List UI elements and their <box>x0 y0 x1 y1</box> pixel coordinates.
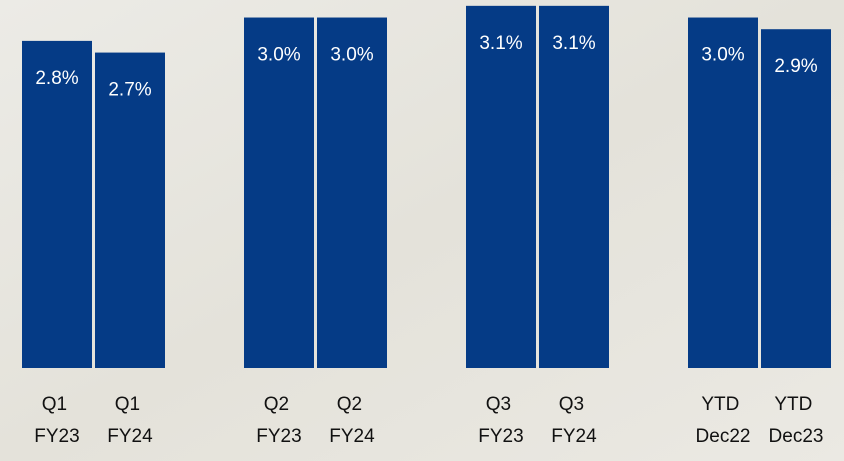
bar <box>317 17 387 369</box>
value-label: 3.1% <box>479 33 522 54</box>
value-label: 3.0% <box>330 45 373 66</box>
x-tick-label: YTD Dec23 <box>769 394 824 447</box>
x-tick-label: Q3 FY23 <box>478 394 523 447</box>
bar <box>688 17 758 369</box>
x-tick-label: Q3 FY24 <box>551 394 597 447</box>
value-label: 3.1% <box>552 33 595 54</box>
bar <box>22 40 92 369</box>
x-tick-label: Q2 FY24 <box>329 394 375 447</box>
x-tick-label: Q1 FY23 <box>34 394 79 447</box>
x-tick-label: Q1 FY24 <box>107 394 153 447</box>
bar <box>539 5 609 368</box>
bar <box>244 17 314 369</box>
bar <box>466 5 536 368</box>
value-label: 2.9% <box>774 56 817 77</box>
bar <box>95 52 165 368</box>
value-label: 2.8% <box>35 68 78 89</box>
value-label: 2.7% <box>108 80 151 101</box>
x-tick-label: YTD Dec22 <box>696 394 751 447</box>
value-label: 3.0% <box>257 45 300 66</box>
bar <box>761 29 831 368</box>
value-label: 3.0% <box>701 45 744 66</box>
x-tick-label: Q2 FY23 <box>256 394 301 447</box>
